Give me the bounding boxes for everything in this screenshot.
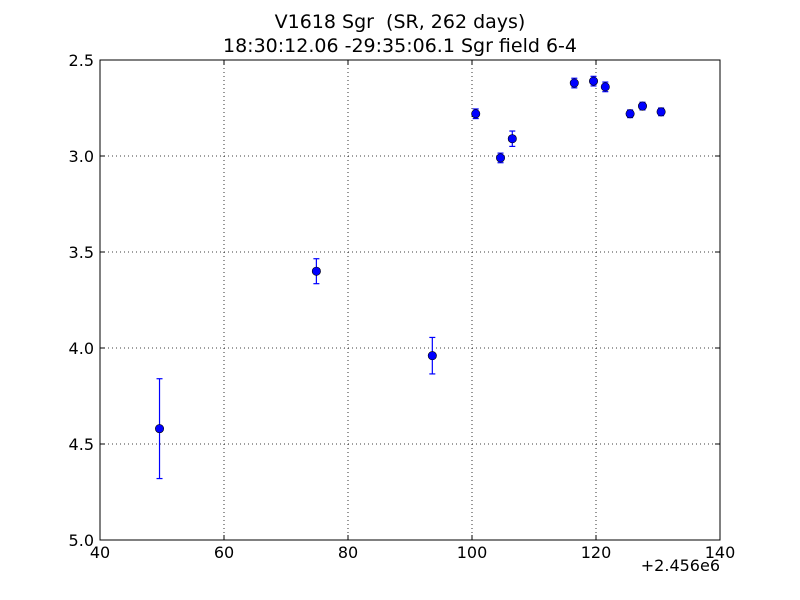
data-point [507,134,517,144]
x-tick-label: 140 [705,543,736,562]
y-tick-label: 5.0 [69,531,94,550]
plot-area [99,59,721,541]
data-point [656,107,666,117]
data-point [637,101,647,111]
y-tick-label: 3.0 [69,147,94,166]
data-point [427,351,437,361]
y-tick-label: 4.5 [69,435,94,454]
x-axis-offset-label: +2.456e6 [640,556,720,575]
x-tick-label: 100 [457,543,488,562]
data-point [589,76,599,86]
data-point [471,109,481,119]
y-tick-labels: 2.5 3.0 3.5 4.0 4.5 5.0 [69,51,94,550]
chart-subtitle: 18:30:12.06 -29:35:06.1 Sgr field 6-4 [223,35,577,57]
y-tick-label: 4.0 [69,339,94,358]
chart-title: V1618 Sgr (SR, 262 days) [274,11,526,33]
data-point [600,82,610,92]
data-point [569,78,579,88]
x-tick-label: 80 [338,543,358,562]
x-tick-label: 120 [581,543,612,562]
x-tick-label: 40 [90,543,110,562]
y-tick-label: 3.5 [69,243,94,262]
grid-lines [100,60,720,540]
data-point [155,424,165,434]
x-tick-labels: 40 60 80 100 120 140 [90,543,735,562]
axis-ticks [99,59,721,541]
x-tick-label: 60 [214,543,234,562]
data-points [155,75,666,480]
data-point [311,266,321,276]
y-tick-label: 2.5 [69,51,94,70]
data-point [496,153,506,163]
data-point [625,109,635,119]
